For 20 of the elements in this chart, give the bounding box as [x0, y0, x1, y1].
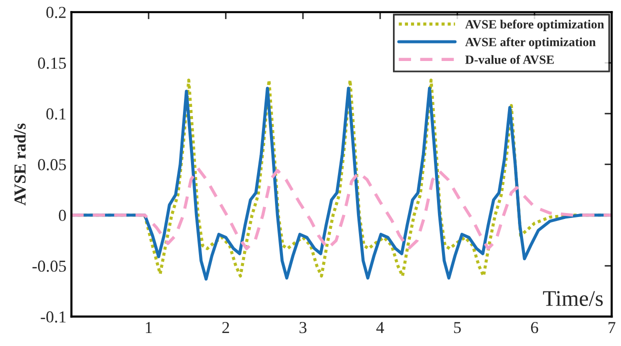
y-tick-label: -0.1	[40, 311, 66, 323]
x-tick-label: 2	[222, 322, 230, 334]
line-series	[71, 166, 612, 250]
x-tick-label: 4	[376, 322, 384, 334]
legend-label: D-value of AVSE	[465, 54, 554, 64]
x-tick-label: 3	[300, 322, 306, 334]
y-tick-label: -0.05	[32, 260, 66, 272]
x-tick-label: 5	[454, 322, 461, 334]
legend-label: AVSE before optimization	[465, 20, 604, 32]
x-tick-label: 1	[146, 322, 152, 334]
y-tick-label: 0.1	[46, 108, 66, 120]
y-axis-title: AVSE rad/s	[14, 123, 26, 206]
x-tick-label: 6	[531, 322, 538, 334]
x-tick-label: 7	[608, 322, 616, 334]
y-tick-label: 0.05	[38, 159, 66, 170]
y-tick-label: 0	[58, 210, 66, 222]
y-tick-label: 0.2	[46, 6, 66, 18]
legend-label: AVSE after optimization	[465, 37, 596, 49]
x-axis-title: Time/s	[543, 291, 603, 306]
y-tick-label: 0.15	[38, 58, 66, 69]
